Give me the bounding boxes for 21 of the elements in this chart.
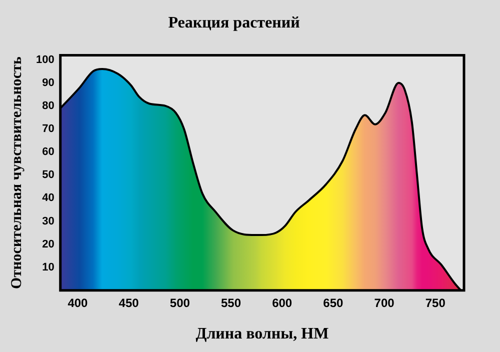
y-tick-label: 100 [36, 54, 54, 66]
y-tick-label: 30 [42, 215, 54, 228]
x-tick-label: 450 [118, 296, 140, 310]
x-tick-label: 400 [68, 296, 88, 310]
x-tick-label: 550 [220, 296, 242, 310]
x-tick-label: 600 [272, 296, 292, 310]
x-tick-label: 750 [425, 296, 446, 310]
y-tick-label: 60 [42, 146, 54, 158]
x-tick-label: 500 [170, 296, 190, 310]
y-tick-label: 50 [42, 169, 54, 182]
y-tick-label: 20 [42, 238, 54, 250]
y-axis-title: Относительная чувствительность [8, 56, 25, 289]
x-tick-label: 700 [374, 296, 395, 310]
y-tick-label: 70 [42, 123, 54, 136]
y-tick-label: 10 [42, 261, 54, 274]
x-tick-label: 650 [323, 296, 344, 310]
y-tick-label: 40 [42, 192, 54, 204]
y-tick-label: 90 [42, 76, 54, 89]
chart-title: Реакция растений [168, 14, 300, 32]
y-tick-label: 80 [42, 100, 54, 112]
x-axis-title: Длина волны, НМ [196, 326, 329, 343]
